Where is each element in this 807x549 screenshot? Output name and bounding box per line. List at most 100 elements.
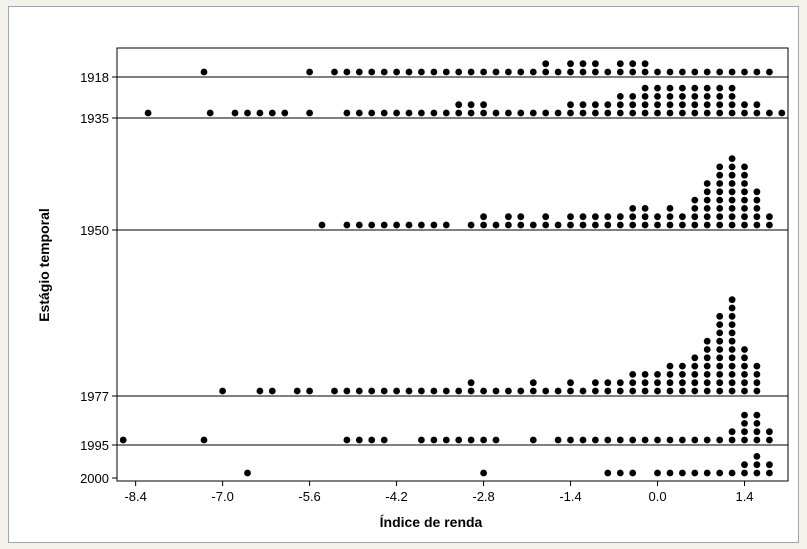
data-point: [753, 68, 761, 76]
series-1950: [318, 155, 773, 229]
data-point: [654, 68, 661, 76]
data-point: [430, 109, 438, 117]
data-point: [442, 436, 450, 444]
data-point: [343, 221, 351, 229]
data-point: [716, 346, 724, 353]
data-point: [616, 213, 624, 221]
data-point: [766, 213, 773, 221]
y-tick-label: 1950: [80, 223, 109, 238]
data-point: [567, 68, 574, 76]
data-point: [505, 221, 512, 229]
data-point: [306, 387, 313, 395]
data-point: [592, 109, 599, 117]
data-point: [691, 221, 699, 229]
data-point: [716, 469, 724, 477]
data-point: [616, 436, 624, 444]
plot-area: [116, 47, 789, 482]
data-point: [728, 337, 736, 345]
data-point: [703, 180, 711, 187]
data-point: [554, 436, 562, 444]
data-point: [679, 68, 686, 76]
data-point: [616, 221, 624, 229]
data-point: [641, 436, 649, 444]
data-point: [418, 436, 425, 444]
data-point: [679, 436, 686, 444]
data-point: [728, 188, 736, 196]
data-point: [418, 387, 425, 395]
data-point: [505, 68, 512, 76]
data-point: [716, 436, 724, 444]
data-point: [505, 213, 512, 221]
data-point: [505, 387, 512, 395]
data-point: [554, 221, 562, 229]
data-point: [393, 68, 400, 76]
data-point: [393, 221, 400, 229]
data-point: [604, 101, 612, 109]
data-point: [144, 109, 152, 117]
data-point: [741, 428, 748, 436]
data-point: [654, 213, 661, 221]
series-1977: [219, 296, 761, 395]
data-point: [331, 68, 338, 76]
data-point: [666, 101, 674, 109]
data-point: [579, 221, 587, 229]
data-point: [691, 469, 699, 477]
data-point: [741, 387, 748, 395]
data-point: [380, 436, 388, 444]
data-point: [492, 109, 500, 117]
data-point: [753, 205, 761, 212]
x-tick-label: 0.0: [648, 489, 666, 504]
data-point: [716, 221, 724, 229]
data-point: [753, 387, 761, 395]
y-tick-labels: 1918 1935 1950 1977 1995 2000: [80, 70, 117, 486]
data-point: [666, 109, 674, 117]
data-point: [641, 68, 649, 76]
data-point: [753, 461, 761, 469]
data-point: [728, 296, 736, 304]
data-point: [380, 387, 388, 395]
data-point: [592, 221, 599, 229]
data-point: [641, 84, 649, 92]
data-point: [654, 109, 661, 117]
data-point: [579, 68, 587, 76]
data-point: [343, 68, 351, 76]
data-point: [231, 109, 239, 117]
data-point: [728, 354, 736, 362]
data-point: [579, 109, 587, 117]
data-point: [716, 371, 724, 378]
data-point: [654, 101, 661, 109]
data-point: [753, 420, 761, 427]
data-point: [716, 180, 724, 187]
data-point: [505, 109, 512, 117]
data-point: [666, 387, 674, 395]
data-point: [666, 469, 674, 477]
data-point: [703, 196, 711, 204]
data-point: [716, 312, 724, 320]
data-point: [753, 213, 761, 221]
data-point: [753, 221, 761, 229]
data-point: [604, 436, 612, 444]
data-point: [542, 109, 550, 117]
data-point: [380, 109, 388, 117]
data-point: [542, 68, 550, 76]
data-point: [542, 60, 550, 68]
data-point: [741, 461, 748, 469]
data-point: [716, 188, 724, 196]
data-point: [753, 469, 761, 477]
data-point: [616, 60, 624, 68]
data-point: [405, 68, 413, 76]
data-point: [716, 68, 724, 76]
data-point: [604, 387, 612, 395]
data-point: [430, 436, 438, 444]
data-point: [703, 205, 711, 212]
y-tick-label: 1918: [80, 70, 109, 85]
data-point: [529, 436, 537, 444]
data-point: [716, 84, 724, 92]
data-point: [492, 221, 500, 229]
data-point: [567, 221, 574, 229]
data-point: [728, 68, 736, 76]
data-point: [467, 436, 475, 444]
data-point: [703, 213, 711, 221]
data-point: [281, 109, 289, 117]
data-point: [753, 379, 761, 387]
